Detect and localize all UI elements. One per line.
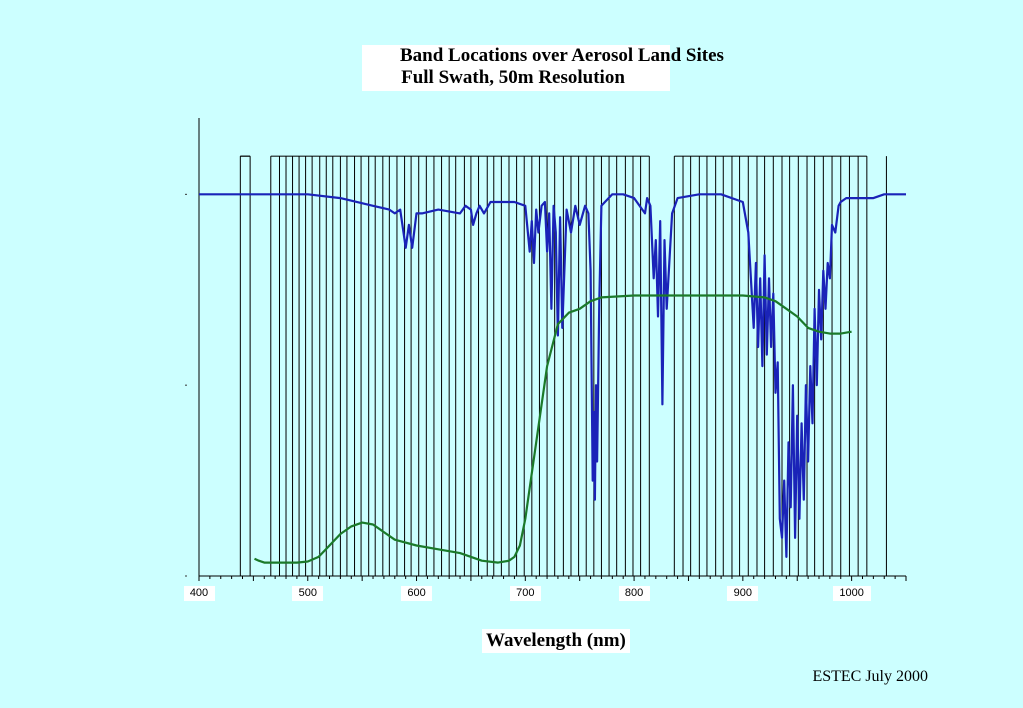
footer-credit: ESTEC July 2000 bbox=[812, 668, 928, 685]
series-line-0 bbox=[199, 193, 906, 559]
chart-subtitle: Full Swath, 50m Resolution bbox=[401, 67, 625, 88]
chart-title: Band Locations over Aerosol Land Sites bbox=[400, 45, 724, 66]
series-line-1 bbox=[254, 294, 852, 564]
x-tick-label-500: 500 bbox=[292, 586, 324, 601]
chart-title-box: Band Locations over Aerosol Land Sites F… bbox=[362, 45, 724, 91]
x-tick-label-400: 400 bbox=[183, 586, 215, 601]
x-tick-label-700: 700 bbox=[509, 586, 541, 601]
x-tick-label-600: 600 bbox=[401, 586, 433, 601]
x-axis-label: Wavelength (nm) bbox=[482, 629, 630, 653]
x-tick-label-900: 900 bbox=[727, 586, 759, 601]
x-tick-label-800: 800 bbox=[618, 586, 650, 601]
x-tick-label-1000: 1000 bbox=[832, 586, 871, 601]
